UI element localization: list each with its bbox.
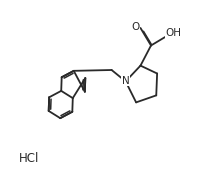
Text: HCl: HCl xyxy=(19,152,40,165)
Text: O: O xyxy=(131,22,140,32)
Text: N: N xyxy=(122,75,130,86)
Text: OH: OH xyxy=(166,28,182,38)
